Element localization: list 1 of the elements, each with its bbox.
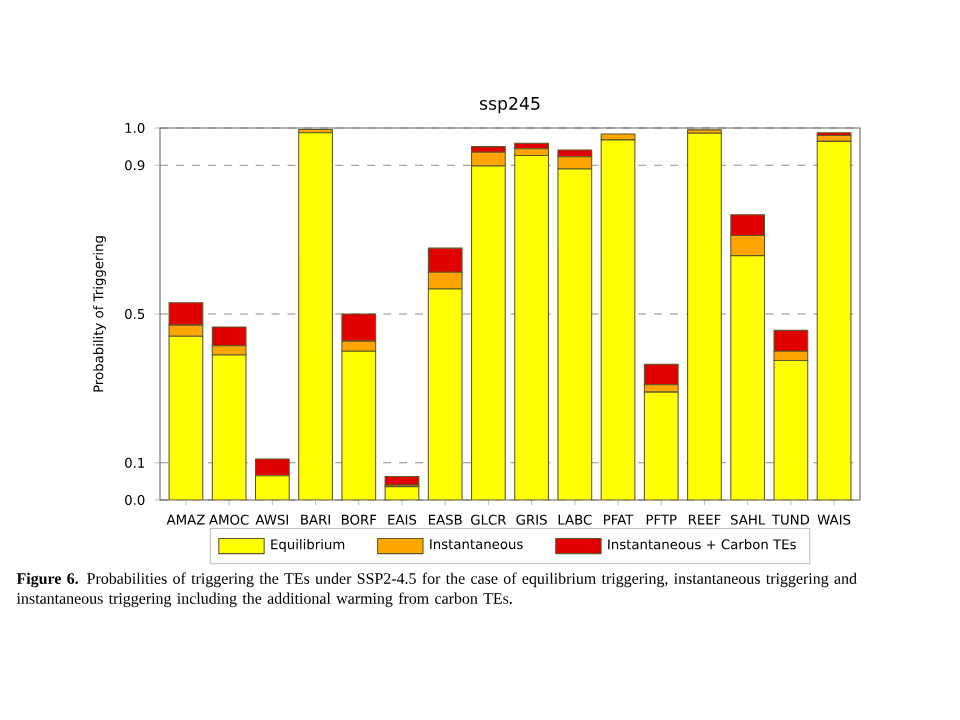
chart-title: ssp245 [479,96,540,114]
